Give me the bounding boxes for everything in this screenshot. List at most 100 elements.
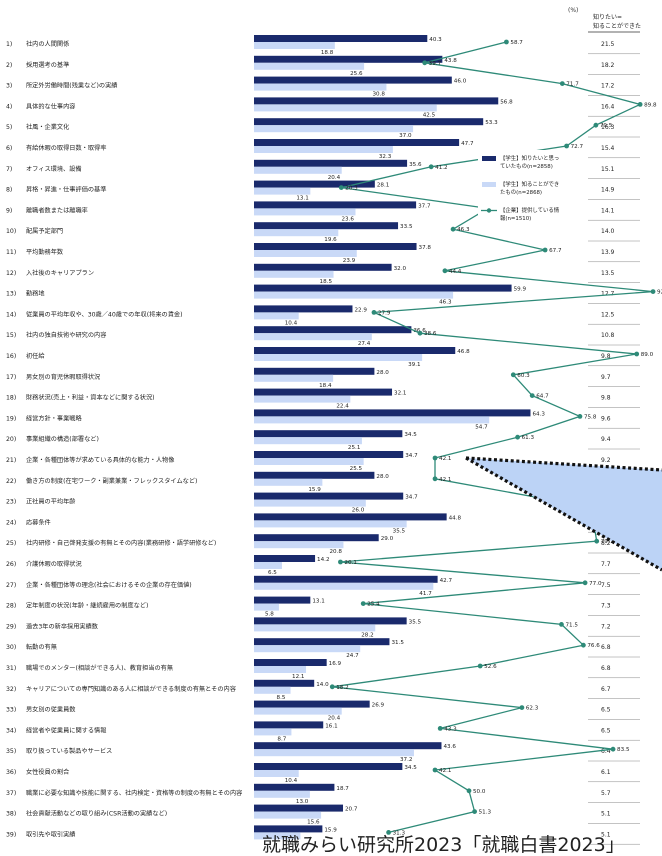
point-company	[582, 580, 588, 586]
chart-row: 28) 定年制度の状況(年齢・継続雇用の制度など) 13.1 5.8 7.3	[6, 596, 640, 618]
category-label: 男女別の育児休暇取得状況	[26, 373, 100, 381]
category-label: 昇格・昇進・仕事評価の基準	[26, 186, 106, 194]
legend-swatch	[482, 156, 496, 161]
value-label-want: 46.8	[457, 349, 470, 355]
category-number: 22)	[6, 478, 16, 485]
bar-could-know	[254, 291, 454, 299]
bar-want-to-know	[254, 76, 452, 84]
bar-want-to-know	[254, 534, 379, 542]
bar-want-to-know	[254, 617, 407, 625]
category-number: 6)	[6, 145, 12, 152]
right-column-value: 6.8	[601, 665, 611, 672]
chart-row: 17) 男女別の育児休暇取得状況 28.0 18.4 9.7	[6, 367, 640, 389]
value-label-could: 27.4	[358, 341, 371, 347]
value-label-want: 35.6	[409, 162, 422, 168]
bar-want-to-know	[254, 118, 484, 126]
category-label: 初任給	[26, 352, 45, 360]
bar-could-know	[254, 83, 387, 91]
point-company	[450, 226, 456, 232]
right-column-value: 7.7	[601, 561, 611, 568]
category-label: 離職者数または離職率	[26, 206, 88, 214]
value-label-company: 58.7	[510, 40, 523, 46]
bar-want-to-know	[254, 451, 404, 458]
chart-row: 18) 財務状況(売上・利益・資本などに関する状況) 32.1 22.4 9.8	[6, 388, 640, 410]
bar-want-to-know	[254, 721, 324, 729]
bar-want-to-know	[254, 201, 417, 209]
point-company	[519, 705, 525, 710]
value-label-could: 54.7	[475, 424, 488, 430]
value-label-company: 62.3	[526, 706, 539, 712]
bar-want-to-know	[254, 326, 412, 334]
category-number: 31)	[6, 665, 16, 672]
right-column-value: 6.5	[601, 707, 611, 714]
chart-row: 8) 昇格・昇進・仕事評価の基準 28.1 13.1 14.9	[6, 180, 640, 202]
bar-want-to-know	[254, 596, 311, 604]
value-label-could: 12.1	[292, 674, 305, 680]
right-column-value: 5.1	[601, 831, 611, 838]
value-label-could: 28.2	[361, 632, 373, 638]
legend-label: たもの(n=2868)	[500, 189, 542, 196]
category-number: 4)	[6, 103, 12, 110]
value-label-want: 22.9	[354, 307, 367, 313]
bar-want-to-know	[254, 679, 315, 687]
value-label-could: 15.6	[307, 820, 320, 826]
value-label-want: 26.9	[372, 703, 385, 709]
bar-want-to-know	[254, 638, 390, 646]
bar-want-to-know	[254, 409, 531, 417]
category-label: 所定外労働時間(残業など)の実績	[26, 82, 117, 90]
value-label-want: 37.7	[418, 203, 431, 209]
value-label-could: 10.8	[286, 840, 299, 846]
chart-row: 32) キャリアについての専門知識のある人に相談ができる制度の有無とその内容 14.…	[6, 679, 640, 701]
value-label-company: 42.1	[439, 477, 452, 483]
bar-want-to-know	[254, 35, 428, 42]
category-label: 男女別の従業員数	[26, 706, 76, 714]
value-label-could: 8.7	[277, 736, 286, 742]
chart-row: 9) 離職者数または離職率 37.7 23.6 14.1	[6, 201, 640, 222]
point-company	[338, 559, 343, 565]
value-label-company: 52.6	[484, 664, 497, 670]
right-column-value: 14.1	[601, 207, 615, 214]
source-caption: 就職みらい研究所2023「就職白書2023」	[262, 834, 625, 856]
bar-could-know	[254, 187, 311, 195]
bar-want-to-know	[254, 700, 370, 708]
category-label: 経営方針・事業戦略	[26, 414, 82, 422]
category-number: 38)	[6, 811, 16, 818]
chart-row: 34) 経営者や従業員に関する情報 16.1 8.7 6.5	[6, 721, 640, 742]
value-label-could: 32.3	[379, 154, 392, 160]
right-column-value: 12.5	[601, 311, 615, 318]
value-label-could: 42.5	[423, 112, 436, 118]
bar-could-know	[254, 354, 423, 361]
point-company	[432, 767, 438, 773]
category-label: 社内研修・自己啓発支援の有無とその内容(業務研修・語学研修など)	[26, 539, 216, 547]
category-label: 企業・各種団体等の理念(社会におけるその企業の存在価値)	[26, 581, 192, 589]
category-number: 2)	[6, 62, 12, 69]
bar-could-know	[254, 416, 490, 424]
value-label-want: 15.9	[324, 827, 337, 833]
value-label-could: 13.0	[296, 799, 309, 805]
bar-want-to-know	[254, 263, 392, 271]
bar-could-know	[254, 374, 334, 382]
bar-could-know	[254, 62, 365, 70]
bar-could-know	[254, 541, 344, 549]
value-label-company: 92.8	[657, 290, 662, 296]
chart-row: 27) 企業・各種団体等の理念(社会におけるその企業の存在価値) 42.7 41.7 7…	[6, 575, 640, 597]
category-number: 21)	[6, 457, 16, 464]
category-label: 配属予定部門	[26, 227, 63, 235]
bar-want-to-know	[254, 284, 512, 292]
category-number: 16)	[6, 353, 16, 360]
point-company	[650, 289, 656, 294]
chart-row: 2) 採用選考の基準 43.8 25.6 18.2	[6, 55, 640, 77]
right-header-line-2: 知ることができた	[593, 22, 641, 30]
right-column-value: 6.7	[601, 686, 611, 693]
chart-row: 36) 女性役員の割合 34.5 10.4 6.1	[6, 763, 640, 784]
point-company	[515, 434, 520, 440]
point-company	[329, 684, 335, 690]
chart-row: 5) 社風・企業文化 53.3 37.0 16.3	[6, 118, 640, 139]
bar-want-to-know	[254, 742, 442, 750]
value-label-want: 33.5	[400, 224, 413, 230]
bar-could-know	[254, 458, 364, 465]
value-label-want: 32.0	[394, 266, 407, 272]
category-number: 1)	[6, 41, 12, 48]
